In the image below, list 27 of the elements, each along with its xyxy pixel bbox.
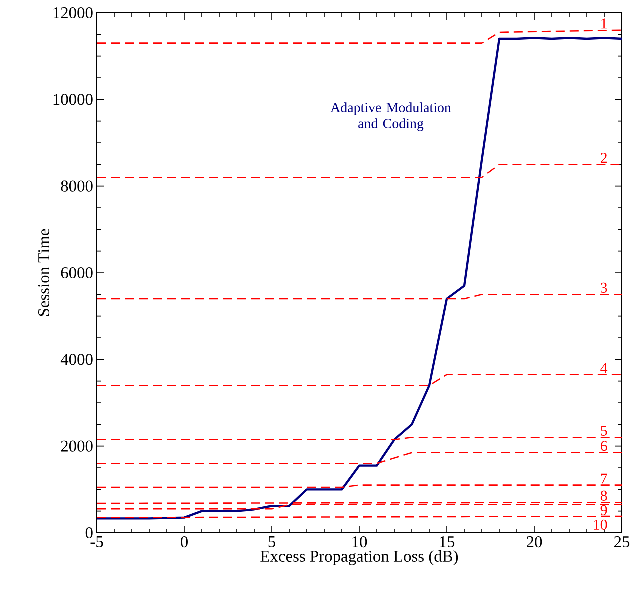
y-tick-label: 10000 (54, 94, 93, 106)
series-label: 6 (600, 441, 608, 452)
y-axis-title: Session Time (38, 229, 50, 316)
text: Adaptive Modulation and Coding (330, 102, 452, 132)
x-tick-label: 5 (268, 536, 276, 548)
y-tick-label: 0 (86, 527, 93, 539)
series-label: 8 (600, 490, 608, 501)
x-tick-label: 10 (352, 536, 368, 548)
series-label: 1 (602, 18, 607, 29)
series-label: 5 (601, 426, 608, 436)
x-tick-label: 20 (527, 536, 542, 548)
series-label: 3 (601, 282, 608, 293)
x-tick-label: 0 (181, 536, 188, 548)
x-tick-label: 25 (614, 536, 630, 548)
series-label: 10 (594, 520, 608, 530)
series-label: 9 (600, 505, 608, 516)
y-tick-label: 4000 (60, 354, 93, 366)
y-tick-label: 6000 (61, 267, 93, 279)
series-label: 4 (600, 363, 608, 374)
y-tick-label: 12000 (54, 7, 93, 19)
series-label: 7 (601, 474, 608, 484)
x-tick-label: 15 (440, 536, 455, 548)
series-label: 2 (600, 153, 607, 163)
x-tick-label: -5 (90, 536, 104, 548)
y-tick-label: 8000 (61, 180, 93, 192)
y-tick-label: 2000 (61, 440, 93, 452)
x-axis-title: Excess Propagation Loss (dB) (260, 550, 458, 566)
